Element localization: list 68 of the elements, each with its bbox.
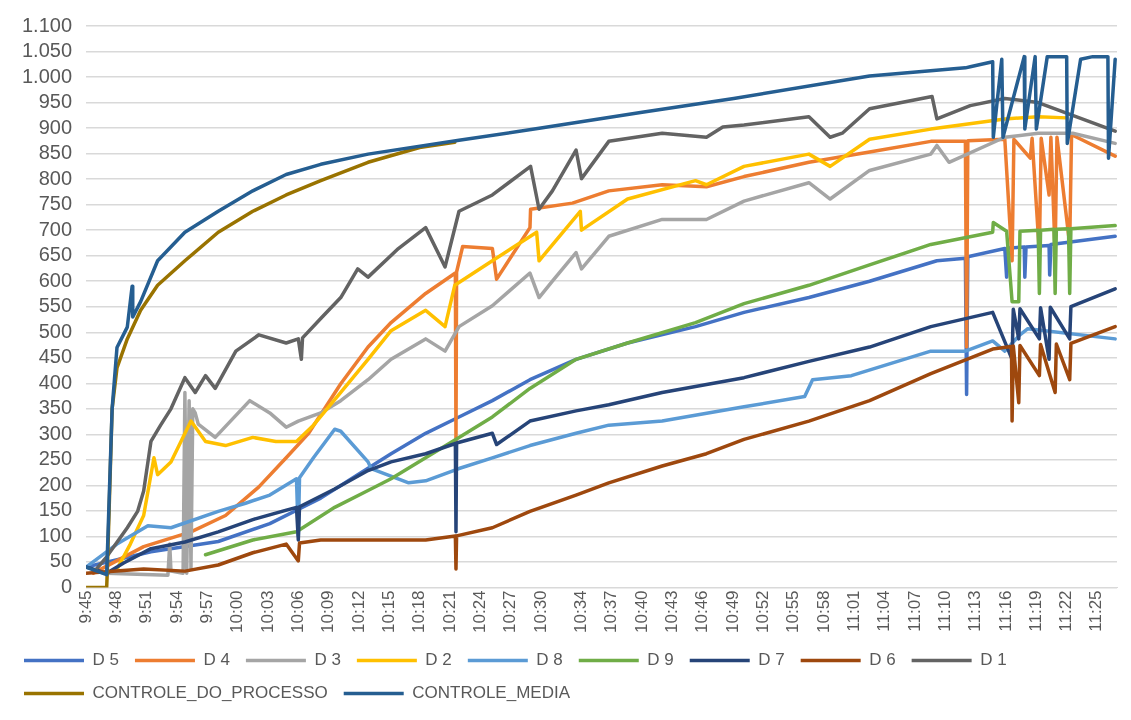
y-tick-label: 900	[38, 115, 73, 138]
x-tick-label: 10:34	[571, 590, 591, 634]
y-tick-label: 750	[38, 192, 73, 215]
y-tick-label: 100	[38, 523, 73, 546]
x-tick-label: 10:06	[287, 590, 307, 634]
x-tick-label: 9:45	[75, 590, 95, 624]
x-tick-label: 11:13	[965, 590, 985, 632]
x-tick-label: 11:07	[904, 590, 924, 632]
y-tick-label: 250	[38, 447, 73, 470]
legend-label: D 2	[425, 650, 452, 670]
x-tick-label: 10:03	[257, 590, 277, 634]
x-tick-label: 11:22	[1056, 590, 1076, 632]
x-tick-label: 9:54	[166, 590, 186, 624]
y-tick-label: 550	[38, 294, 73, 317]
legend-label: D 1	[980, 650, 1007, 670]
x-tick-label: 11:01	[843, 590, 863, 632]
x-tick-label: 10:21	[439, 590, 459, 634]
y-tick-label: 700	[38, 217, 73, 240]
x-tick-label: 10:09	[318, 590, 338, 634]
y-tick-label: 1.050	[21, 39, 73, 62]
y-tick-label: 50	[49, 549, 73, 572]
x-tick-label: 11:19	[1025, 590, 1045, 632]
x-tick-label: 11:10	[934, 590, 954, 632]
y-tick-label: 1.000	[21, 64, 73, 87]
x-tick-label: 10:15	[378, 590, 398, 634]
x-tick-label: 10:12	[348, 590, 368, 634]
x-tick-label: 10:55	[783, 590, 803, 634]
x-tick-label: 10:46	[692, 590, 712, 634]
legend-label: D 9	[647, 650, 674, 670]
y-tick-label: 650	[38, 243, 73, 266]
x-tick-label: 10:30	[530, 590, 550, 634]
x-tick-label: 11:04	[874, 590, 894, 632]
legend-label: D 5	[92, 650, 119, 670]
y-tick-label: 850	[38, 141, 73, 164]
x-tick-label: 10:40	[631, 590, 651, 634]
legend-label: D 7	[758, 650, 785, 670]
x-tick-label: 9:51	[136, 590, 156, 624]
x-tick-label: 10:18	[409, 590, 429, 634]
x-tick-label: 9:48	[106, 590, 126, 624]
x-tick-label: 11:25	[1086, 590, 1106, 632]
legend-label: CONTROLE_DO_PROCESSO	[92, 683, 328, 703]
y-tick-label: 450	[38, 345, 73, 368]
x-tick-label: 10:52	[752, 590, 772, 634]
x-tick-label: 10:49	[722, 590, 742, 634]
x-tick-label: 10:43	[661, 590, 681, 634]
y-tick-label: 1.100	[21, 13, 73, 36]
y-tick-label: 350	[38, 396, 73, 419]
legend-label: D 4	[203, 650, 230, 670]
legend-label: D 6	[869, 650, 896, 670]
y-tick-label: 0	[60, 574, 73, 597]
y-tick-label: 200	[38, 472, 73, 495]
y-tick-label: 600	[38, 268, 73, 291]
y-tick-label: 150	[38, 498, 73, 521]
x-tick-label: 9:57	[197, 590, 217, 624]
legend-label: D 3	[314, 650, 341, 670]
x-tick-label: 11:16	[995, 590, 1015, 632]
x-tick-label: 10:00	[227, 590, 247, 634]
y-tick-label: 300	[38, 421, 73, 444]
x-tick-label: 10:24	[469, 590, 489, 634]
y-tick-label: 500	[38, 319, 73, 342]
y-tick-label: 800	[38, 166, 73, 189]
x-tick-label: 10:27	[500, 590, 520, 634]
legend-label: D 8	[536, 650, 563, 670]
x-tick-label: 10:37	[601, 590, 621, 634]
legend-label: CONTROLE_MEDIA	[412, 683, 571, 703]
x-tick-label: 10:58	[813, 590, 833, 634]
y-tick-label: 400	[38, 370, 73, 393]
y-tick-label: 950	[38, 90, 73, 113]
